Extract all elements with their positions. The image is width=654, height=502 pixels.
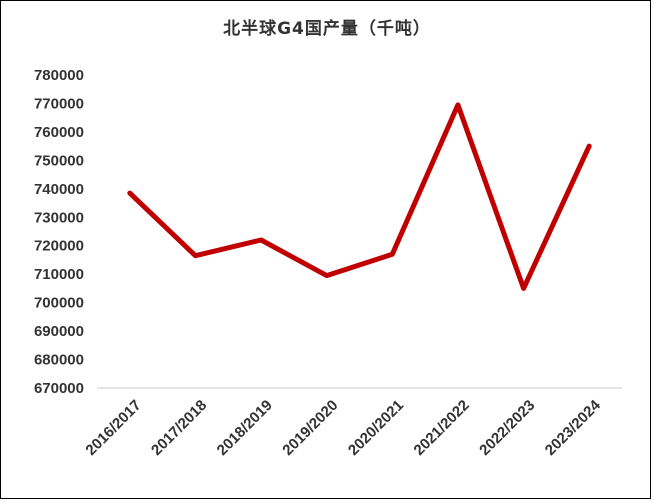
- x-tick-label: 2021/2022: [411, 397, 473, 459]
- y-tick-label: 680000: [34, 352, 84, 369]
- y-tick-label: 750000: [34, 152, 84, 169]
- y-tick-label: 720000: [34, 238, 84, 255]
- x-tick-label: 2019/2020: [279, 397, 341, 459]
- y-tick-label: 690000: [34, 323, 84, 340]
- x-tick-label: 2017/2018: [148, 397, 210, 459]
- y-tick-label: 710000: [34, 266, 84, 283]
- y-tick-label: 670000: [34, 380, 84, 397]
- x-axis-tick-labels: 2016/2017 2017/2018 2018/2019 2019/2020 2020…: [82, 396, 604, 459]
- x-tick-label: 2016/2017: [82, 397, 144, 459]
- x-tick-label: 2020/2021: [345, 397, 407, 459]
- y-tick-label: 740000: [34, 181, 84, 198]
- x-tick-label: 2022/2023: [476, 397, 538, 459]
- x-tick-label: 2018/2019: [214, 397, 276, 459]
- y-tick-label: 760000: [34, 124, 84, 141]
- y-tick-label: 700000: [34, 295, 84, 312]
- series-line: [127, 102, 592, 291]
- y-axis-tick-labels: 780000 770000 760000 750000 740000 730000 7200…: [34, 67, 84, 397]
- y-tick-label: 770000: [34, 95, 84, 112]
- y-tick-label: 730000: [34, 209, 84, 226]
- chart-title: 北半球G4国产量（千吨）: [223, 19, 431, 39]
- x-tick-label: 2023/2024: [542, 396, 605, 459]
- y-tick-label: 780000: [34, 67, 84, 84]
